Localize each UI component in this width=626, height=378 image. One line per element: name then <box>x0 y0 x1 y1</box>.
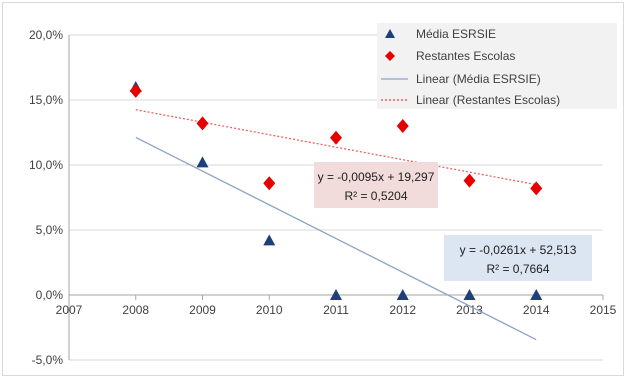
triangle-marker-icon <box>385 29 395 38</box>
x-tick-label: 2009 <box>189 303 216 317</box>
equation-text: y = -0,0261x + 52,513 <box>460 243 577 257</box>
x-tick-label: 2013 <box>456 303 483 317</box>
x-tick-label: 2015 <box>590 303 617 317</box>
legend-label: Média ESRSIE <box>416 27 496 41</box>
equation-box <box>314 162 438 208</box>
legend-item-linear-restantes: Linear (Restantes Escolas) <box>381 93 560 107</box>
data-point-diamond <box>129 83 142 98</box>
scatter-chart: -5,0% 0,0% 5,0% 10,0% 15,0% 20,0% 2007 2008 2009… <box>29 23 617 367</box>
data-points <box>129 81 543 300</box>
trendline-equation-media: y = -0,0261x + 52,513 R² = 0,7664 <box>444 235 592 281</box>
y-tick-label: 5,0% <box>36 223 64 237</box>
r-squared-text: R² = 0,5204 <box>344 189 407 203</box>
data-point-diamond <box>396 119 409 133</box>
y-tick-label: 0,0% <box>36 288 64 302</box>
y-tick-label: -5,0% <box>32 353 64 367</box>
legend-label: Linear (Restantes Escolas) <box>416 93 560 107</box>
x-tick-label: 2007 <box>56 303 83 317</box>
y-tick-label: 15,0% <box>29 93 63 107</box>
y-tick-label: 20,0% <box>29 28 63 42</box>
diamond-marker-icon <box>385 51 395 61</box>
legend-label: Restantes Escolas <box>416 49 515 63</box>
legend-item-media: Média ESRSIE <box>385 27 496 41</box>
x-tick-label: 2014 <box>523 303 550 317</box>
x-tick-label: 2010 <box>256 303 283 317</box>
data-point-diamond <box>330 130 342 145</box>
trendline-media <box>135 136 537 341</box>
equation-box <box>444 235 592 281</box>
axes: -5,0% 0,0% 5,0% 10,0% 15,0% 20,0% 2007 2008 2009… <box>29 28 617 367</box>
x-tick-label: 2012 <box>389 303 416 317</box>
data-point-diamond <box>196 116 209 131</box>
data-point-triangle <box>463 289 476 300</box>
x-tick-label: 2008 <box>122 303 149 317</box>
x-tick-label: 2011 <box>323 303 349 317</box>
data-point-triangle <box>396 289 409 300</box>
legend-item-restantes: Restantes Escolas <box>385 49 515 63</box>
legend-item-linear-media: Linear (Média ESRSIE) <box>381 72 541 86</box>
trendline-equation-restantes: y = -0,0095x + 19,297 R² = 0,5204 <box>314 162 438 208</box>
equation-text: y = -0,0095x + 19,297 <box>318 170 435 184</box>
legend-background <box>377 23 617 109</box>
r-squared-text: R² = 0,7664 <box>486 262 549 276</box>
data-point-diamond <box>530 181 543 196</box>
data-point-triangle <box>330 289 342 300</box>
legend-label: Linear (Média ESRSIE) <box>416 72 541 86</box>
legend: Média ESRSIE Restantes Escolas Linear (M… <box>377 23 617 109</box>
y-tick-label: 10,0% <box>29 158 63 172</box>
data-point-triangle <box>263 234 276 246</box>
data-point-triangle <box>530 289 543 300</box>
data-point-diamond <box>463 173 476 188</box>
data-point-triangle <box>196 156 209 168</box>
data-point-diamond <box>263 176 276 191</box>
trendlines <box>135 109 537 341</box>
